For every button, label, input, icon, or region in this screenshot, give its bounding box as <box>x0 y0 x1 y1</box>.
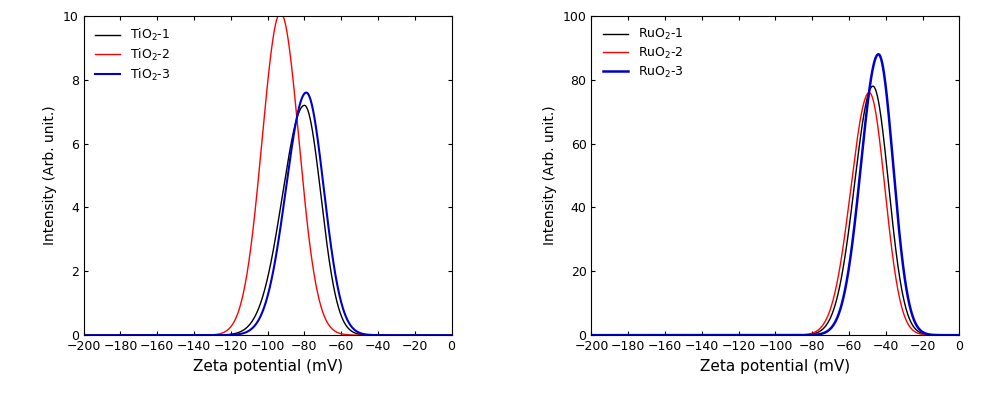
RuO$_2$-2 <box>743 333 755 338</box>
TiO$_2$-1 <box>435 333 447 338</box>
RuO$_2$-3 <box>924 332 936 337</box>
Line: TiO$_2$-2: TiO$_2$-2 <box>84 13 452 335</box>
TiO$_2$-2 <box>446 333 458 338</box>
RuO$_2$-3 <box>740 333 752 338</box>
TiO$_2$-3 <box>345 324 357 328</box>
TiO$_2$-3 <box>253 318 265 323</box>
TiO$_2$-3 <box>416 333 428 338</box>
TiO$_2$-2 <box>253 176 265 180</box>
Line: RuO$_2$-3: RuO$_2$-3 <box>591 54 959 335</box>
TiO$_2$-2 <box>345 332 357 337</box>
Line: TiO$_2$-1: TiO$_2$-1 <box>84 105 452 335</box>
RuO$_2$-3 <box>853 184 865 189</box>
TiO$_2$-1 <box>416 333 428 338</box>
RuO$_2$-3 <box>743 333 755 338</box>
RuO$_2$-2 <box>943 333 954 338</box>
TiO$_2$-1 <box>345 328 357 333</box>
RuO$_2$-1 <box>743 333 755 338</box>
TiO$_2$-1 <box>235 329 247 334</box>
TiO$_2$-3 <box>232 332 244 337</box>
TiO$_2$-2 <box>435 333 447 338</box>
TiO$_2$-3 <box>300 90 312 95</box>
TiO$_2$-2 <box>232 310 244 314</box>
TiO$_2$-2 <box>78 333 90 338</box>
TiO$_2$-2 <box>275 10 286 15</box>
X-axis label: Zeta potential (mV): Zeta potential (mV) <box>193 359 342 373</box>
Y-axis label: Intensity (Arb. unit.): Intensity (Arb. unit.) <box>43 106 57 245</box>
Line: TiO$_2$-3: TiO$_2$-3 <box>84 93 452 335</box>
RuO$_2$-2 <box>863 90 875 95</box>
RuO$_2$-1 <box>761 333 772 338</box>
RuO$_2$-2 <box>585 333 597 338</box>
RuO$_2$-1 <box>943 333 954 338</box>
Y-axis label: Intensity (Arb. unit.): Intensity (Arb. unit.) <box>543 106 557 245</box>
Legend: TiO$_2$-1, TiO$_2$-2, TiO$_2$-3: TiO$_2$-1, TiO$_2$-2, TiO$_2$-3 <box>90 22 175 88</box>
Line: RuO$_2$-1: RuO$_2$-1 <box>591 86 959 335</box>
RuO$_2$-1 <box>585 333 597 338</box>
TiO$_2$-2 <box>235 300 247 305</box>
RuO$_2$-3 <box>585 333 597 338</box>
RuO$_2$-3 <box>943 333 954 338</box>
RuO$_2$-2 <box>740 333 752 338</box>
TiO$_2$-2 <box>416 333 428 338</box>
TiO$_2$-1 <box>446 333 458 338</box>
TiO$_2$-3 <box>435 333 447 338</box>
TiO$_2$-1 <box>253 306 265 311</box>
RuO$_2$-2 <box>761 333 772 338</box>
RuO$_2$-1 <box>924 332 936 337</box>
RuO$_2$-2 <box>953 333 965 338</box>
Line: RuO$_2$-2: RuO$_2$-2 <box>591 93 959 335</box>
RuO$_2$-2 <box>853 127 865 132</box>
Legend: RuO$_2$-1, RuO$_2$-2, RuO$_2$-3: RuO$_2$-1, RuO$_2$-2, RuO$_2$-3 <box>597 22 689 85</box>
TiO$_2$-3 <box>446 333 458 338</box>
X-axis label: Zeta potential (mV): Zeta potential (mV) <box>701 359 850 373</box>
RuO$_2$-2 <box>924 333 936 338</box>
TiO$_2$-1 <box>298 103 310 108</box>
RuO$_2$-1 <box>740 333 752 338</box>
RuO$_2$-1 <box>853 148 865 153</box>
TiO$_2$-3 <box>235 332 247 336</box>
TiO$_2$-1 <box>78 333 90 338</box>
RuO$_2$-1 <box>867 84 879 89</box>
TiO$_2$-3 <box>78 333 90 338</box>
RuO$_2$-3 <box>761 333 772 338</box>
TiO$_2$-1 <box>232 330 244 335</box>
RuO$_2$-3 <box>953 333 965 338</box>
RuO$_2$-3 <box>873 52 885 57</box>
RuO$_2$-1 <box>953 333 965 338</box>
